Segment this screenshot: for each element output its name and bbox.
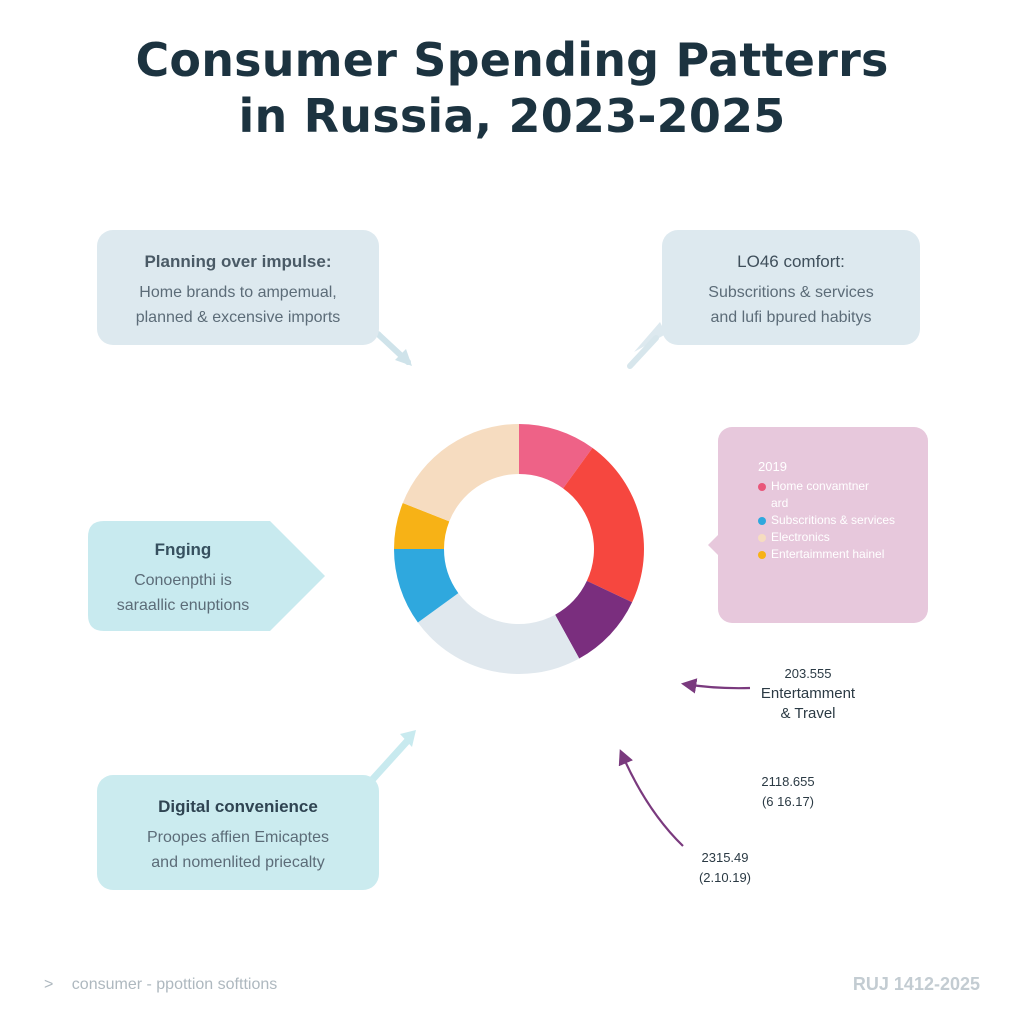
callout-comfort-line-2: and lufi bpured habitys	[710, 309, 872, 326]
donut-slice-5	[394, 549, 459, 623]
frugal-callout-shape	[88, 521, 325, 631]
callout-planning-line-1: Home brands to ampemual,	[139, 284, 337, 301]
callout-digital-line-2: and nomenlited priecalty	[151, 854, 325, 871]
annotation-2: 2118.655 (6 16.17)	[738, 772, 838, 812]
callout-frugal-heading: Fngіng	[154, 540, 212, 559]
donut-slice-7	[402, 424, 519, 522]
legend-item: Entertaimment hainel	[758, 546, 928, 563]
callout-comfort: LO46 comfort: Subscritions & services an…	[662, 230, 920, 345]
legend-item: Subscritions & services	[758, 512, 928, 529]
callout-frugal: Fngіng Conoenpthi is saraallic enuptions	[88, 540, 278, 618]
footer-right: RUJ 1412-2025	[852, 974, 980, 994]
legend-dot	[758, 534, 766, 542]
legend-pointer-tail	[708, 534, 719, 556]
callout-digital-heading: Digital convenience	[158, 797, 318, 816]
donut-slice-1	[519, 424, 593, 489]
callout-comfort-heading: LO46 comfort:	[737, 252, 845, 271]
legend-label: Entertaimment hainel	[771, 547, 885, 561]
annotation-subvalue: (6 16.17)	[761, 794, 815, 809]
callout-frugal-line-2: saraallic enuptions	[116, 597, 250, 614]
donut-slice-6	[394, 502, 450, 549]
page-title: Consumer Spending Patterrs in Russia, 20…	[0, 32, 1024, 144]
legend-item: Electronics	[758, 529, 928, 546]
callout-planning-heading: Planning over impulse:	[144, 252, 332, 271]
annotation-label: Entertamment	[760, 685, 856, 702]
legend-label-continued: ard	[771, 496, 789, 510]
legend-label: Home convamtner	[771, 479, 870, 493]
digital-arrow-icon	[368, 734, 414, 784]
annotation-value: 2118.655	[761, 774, 815, 789]
comfort-arrow-icon	[627, 335, 659, 369]
legend-label: Electronics	[771, 530, 830, 544]
chevron-right-icon: >	[44, 976, 54, 993]
annotation-label: & Travel	[780, 705, 836, 722]
callout-digital-line-1: Proopes affien Emicaptes	[146, 829, 330, 846]
comfort-pointer-tail	[634, 322, 666, 352]
legend-year: 2019	[758, 459, 787, 474]
callout-planning: Planning over impulse: Home brands to am…	[97, 230, 379, 345]
donut-slice-2	[563, 447, 645, 603]
chart-legend: 2019 Home convamtner ard Subscritions & …	[718, 427, 928, 623]
title-line-2: in Russia, 2023-2025	[238, 89, 786, 143]
annotation-entertainment: 203.555 Entertamment & Travel	[748, 664, 868, 724]
annotation-value: 203.555	[784, 666, 832, 681]
title-line-1: Consumer Spending Patterrs	[135, 33, 889, 87]
callout-digital: Digital convenience Proopes affien Emica…	[97, 775, 379, 890]
annotation-arrow-1	[680, 678, 751, 694]
legend-label: Subscritions & services	[771, 513, 896, 527]
footer-left-text: consumer - ppottion softtions	[71, 976, 278, 993]
annotation-value: 2315.49	[701, 850, 749, 865]
legend-dot	[758, 483, 766, 491]
annotation-subvalue: (2.10.19)	[698, 870, 752, 885]
donut-slice-3	[555, 580, 633, 659]
planning-arrowhead-icon	[395, 349, 412, 366]
footer-left: > consumer - ppottion softtions	[44, 976, 277, 994]
annotation-arrow-2	[618, 749, 684, 847]
digital-arrowhead-icon	[400, 730, 416, 747]
legend-dot	[758, 551, 766, 559]
legend-item: Home convamtner ard	[758, 478, 928, 512]
legend-dot	[758, 517, 766, 525]
annotation-3: 2315.49 (2.10.19)	[680, 848, 770, 888]
callout-frugal-line-1: Conoenpthi is	[134, 572, 232, 589]
donut-slice-4	[417, 593, 580, 675]
callout-comfort-line-1: Subscritions & services	[708, 284, 874, 301]
callout-planning-line-2: planned & excensive imports	[135, 309, 341, 326]
